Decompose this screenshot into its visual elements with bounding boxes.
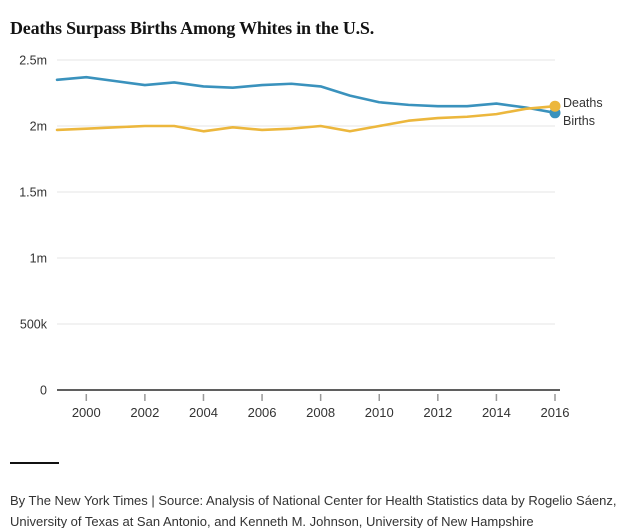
deaths-line <box>55 104 557 133</box>
line-chart: 0 500k 1m 1.5m 2m 2.5m 2000 2002 2004 2006 2008 201… <box>19 54 570 421</box>
x-axis-tick-label: 2014 <box>482 405 511 420</box>
y-axis-tick-label: 2.5m <box>19 54 47 68</box>
x-axis-tick-label: 2000 <box>72 405 101 420</box>
deaths-end-dot <box>549 100 561 112</box>
attribution-text: By The New York Times | Source: Analysis… <box>10 493 617 528</box>
x-axis-tick-label: 2016 <box>541 405 570 420</box>
x-axis-tick-label: 2012 <box>423 405 452 420</box>
y-axis-tick-label: 2m <box>30 120 47 134</box>
footer-divider-rule <box>10 462 59 464</box>
y-axis-tick-label: 1.5m <box>19 186 47 200</box>
x-axis-tick-label: 2002 <box>130 405 159 420</box>
x-axis-tick-label: 2006 <box>248 405 277 420</box>
y-axis-tick-label: 0 <box>40 384 47 398</box>
legend-label-deaths: Deaths <box>563 96 603 110</box>
chart-title: Deaths Surpass Births Among Whites in th… <box>10 18 375 39</box>
x-axis-tick-label: 2008 <box>306 405 335 420</box>
y-axis-tick-label: 500k <box>20 318 48 332</box>
x-axis-tick-label: 2004 <box>189 405 218 420</box>
y-axis-tick-label: 1m <box>30 252 47 266</box>
births-line <box>55 75 557 115</box>
x-axis-tick-label: 2010 <box>365 405 394 420</box>
legend-label-births: Births <box>563 114 595 128</box>
